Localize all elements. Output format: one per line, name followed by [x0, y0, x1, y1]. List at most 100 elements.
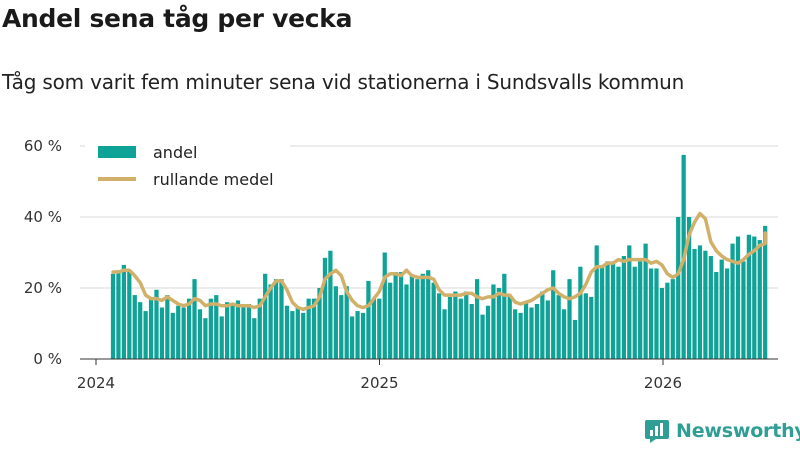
bar-andel — [616, 266, 621, 359]
bar-andel — [246, 303, 251, 359]
bar-andel — [241, 307, 246, 359]
bar-andel — [431, 282, 436, 359]
bar-andel — [393, 272, 398, 359]
bar-andel — [719, 259, 724, 359]
bar-andel — [686, 217, 692, 359]
bar-andel — [703, 250, 708, 359]
y-tick-label: 20 % — [24, 279, 62, 297]
y-tick-label: 0 % — [33, 350, 62, 368]
y-tick-label: 60 % — [24, 137, 62, 155]
bar-andel — [263, 273, 268, 359]
bar-andel — [181, 307, 186, 359]
bar-andel — [143, 311, 148, 359]
bar-andel — [154, 289, 159, 359]
bar-andel — [388, 282, 393, 359]
bar-andel — [763, 225, 768, 360]
chart-title: Andel sena tåg per vecka — [2, 4, 353, 33]
bar-andel — [589, 296, 594, 360]
line-series-rullande-medel — [111, 211, 767, 312]
bar-andel — [165, 295, 170, 359]
bar-andel — [159, 307, 165, 359]
bar-andel — [360, 312, 366, 359]
bar-andel — [643, 243, 648, 360]
bar-andel — [257, 298, 262, 359]
bar-andel — [670, 279, 675, 360]
bar-andel — [301, 312, 306, 359]
bar-andel — [540, 291, 545, 359]
bar-andel — [578, 266, 583, 359]
bar-andel — [708, 256, 713, 359]
bar-andel — [458, 298, 463, 359]
x-tick-label: 2026 — [644, 374, 682, 392]
bar-andel — [219, 316, 224, 359]
axes: 0 % 20 % 40 % 60 % 2024 2025 2026 — [24, 137, 778, 392]
bar-andel — [491, 284, 496, 359]
bar-andel — [529, 307, 534, 359]
bar-andel — [464, 291, 469, 359]
newsworthy-logo-icon — [645, 420, 669, 443]
bar-andel — [676, 217, 681, 359]
bar-andel — [208, 298, 213, 359]
bar-andel — [567, 279, 572, 360]
bar-andel — [692, 248, 697, 359]
bar-andel — [746, 234, 751, 359]
bar-andel — [306, 298, 311, 359]
bar-andel — [561, 309, 567, 359]
bar-andel — [377, 298, 382, 359]
bar-andel — [725, 268, 730, 359]
bar-andel — [659, 288, 665, 359]
bar-andel — [627, 245, 632, 359]
bar-andel — [317, 288, 322, 359]
bar-andel — [170, 312, 175, 359]
bar-andel — [426, 270, 431, 359]
legend-label-andel: andel — [153, 143, 197, 162]
bar-andel — [496, 288, 501, 359]
bar-andel — [382, 252, 387, 359]
bar-andel — [230, 303, 235, 359]
y-tick-label: 40 % — [24, 208, 62, 226]
bar-andel — [605, 261, 610, 360]
bar-andel — [121, 264, 126, 359]
bar-andel — [225, 302, 230, 359]
bar-andel — [252, 318, 257, 359]
bar-andel — [355, 311, 360, 359]
bar-andel — [513, 309, 518, 359]
bar-andel — [518, 312, 523, 359]
bar-series-andel — [110, 154, 768, 360]
bar-andel — [127, 270, 132, 359]
bar-andel — [110, 273, 116, 359]
bar-andel — [214, 295, 219, 359]
bar-andel — [600, 266, 605, 359]
bar-andel — [752, 236, 757, 359]
bar-andel — [534, 303, 540, 359]
bar-andel — [176, 305, 181, 359]
bar-andel — [485, 305, 491, 359]
bar-andel — [475, 279, 480, 360]
bar-andel — [469, 303, 474, 359]
bar-andel — [442, 309, 447, 359]
bar-andel — [268, 284, 273, 359]
bar-andel — [273, 279, 279, 360]
newsworthy-logo: Newsworthy — [644, 418, 800, 444]
bar-andel — [757, 240, 762, 359]
bar-andel — [138, 302, 143, 359]
bar-andel — [507, 295, 512, 359]
bar-andel — [404, 284, 409, 359]
newsworthy-logo-text: Newsworthy — [676, 420, 800, 442]
bar-andel — [453, 291, 458, 359]
bar-andel — [350, 316, 355, 359]
bar-andel — [638, 261, 643, 360]
bar-andel — [398, 272, 404, 359]
bar-andel — [311, 298, 317, 359]
bar-andel — [344, 286, 349, 359]
legend: andel rullande medel — [85, 142, 290, 194]
bar-andel — [648, 268, 654, 359]
bar-andel — [730, 243, 735, 360]
bar-andel — [333, 286, 338, 359]
bar-andel — [665, 282, 670, 359]
bar-andel — [572, 319, 578, 359]
bar-andel — [290, 311, 295, 359]
bar-andel — [545, 300, 550, 359]
bar-andel — [186, 298, 192, 359]
bar-andel — [583, 293, 588, 359]
